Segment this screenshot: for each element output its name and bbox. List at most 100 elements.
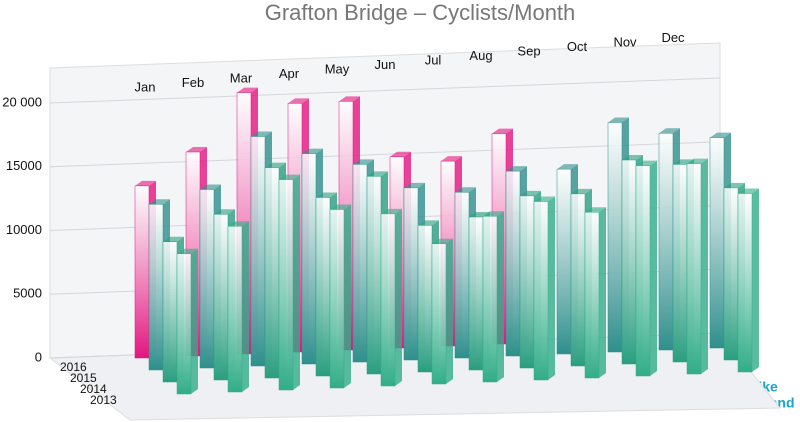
bar bbox=[505, 170, 521, 357]
bar bbox=[148, 204, 164, 371]
bar-top bbox=[200, 184, 221, 190]
bar bbox=[366, 176, 382, 375]
bar-top bbox=[520, 190, 541, 196]
bar bbox=[584, 212, 600, 379]
bar-top bbox=[353, 159, 374, 165]
x-tick-label: Oct bbox=[567, 39, 588, 54]
bar-top bbox=[237, 87, 258, 93]
legend-label: 2014 bbox=[80, 382, 107, 396]
bar bbox=[607, 122, 623, 353]
bar bbox=[199, 189, 215, 369]
bar-side bbox=[293, 174, 300, 390]
y-tick-label: 0 bbox=[35, 349, 42, 364]
legend-label: 2013 bbox=[90, 393, 117, 407]
bar-top bbox=[302, 148, 323, 154]
bar-top bbox=[149, 199, 170, 205]
bar-top bbox=[492, 128, 513, 134]
bar-top bbox=[265, 162, 286, 168]
x-tick-label: Jun bbox=[375, 57, 396, 72]
x-tick-label: Jan bbox=[135, 79, 156, 94]
bar-side bbox=[650, 160, 657, 376]
bar-top bbox=[557, 164, 578, 170]
x-tick-label: Apr bbox=[279, 66, 300, 81]
bar bbox=[264, 167, 280, 379]
bar bbox=[227, 226, 243, 393]
bar-side bbox=[344, 204, 351, 388]
bar bbox=[533, 201, 549, 381]
bar-top bbox=[135, 180, 156, 186]
bar-top bbox=[279, 174, 300, 180]
bar bbox=[213, 214, 229, 381]
bar bbox=[635, 165, 651, 377]
x-tick-label: Nov bbox=[613, 34, 637, 49]
bar-top bbox=[622, 155, 643, 160]
bar bbox=[403, 187, 419, 361]
bar-top bbox=[177, 248, 198, 254]
bar-top bbox=[441, 156, 462, 162]
bar bbox=[482, 216, 498, 383]
chart-title: Grafton Bridge – Cyclists/Month bbox=[265, 0, 576, 25]
x-tick-label: Jul bbox=[425, 52, 442, 67]
bar-top bbox=[608, 117, 629, 123]
bar-top bbox=[418, 220, 439, 226]
bar-top bbox=[214, 209, 235, 215]
bar-side bbox=[191, 248, 198, 394]
bar bbox=[468, 216, 484, 371]
bar-top bbox=[163, 236, 184, 242]
bar bbox=[454, 192, 470, 359]
bar-top bbox=[390, 151, 411, 157]
bar bbox=[329, 209, 345, 389]
bar-top bbox=[316, 192, 337, 198]
bar-side bbox=[548, 196, 555, 380]
bar bbox=[176, 253, 192, 395]
bar-side bbox=[599, 207, 606, 378]
bar-top bbox=[330, 204, 351, 210]
y-tick-label: 15000 bbox=[6, 158, 42, 173]
bar-top bbox=[585, 207, 606, 213]
bar bbox=[519, 195, 535, 369]
bar-top bbox=[710, 132, 731, 138]
y-tick-label: 5000 bbox=[13, 286, 42, 301]
x-tick-label: Sep bbox=[517, 43, 540, 58]
bar bbox=[737, 193, 753, 373]
bar-top bbox=[738, 188, 759, 194]
bar-side bbox=[497, 211, 504, 382]
legend-label: 2016 bbox=[60, 360, 87, 374]
bar bbox=[658, 133, 674, 351]
bar bbox=[162, 241, 178, 383]
bar-top bbox=[186, 147, 207, 152]
bar bbox=[556, 168, 572, 355]
bar-top bbox=[659, 128, 680, 134]
bar bbox=[380, 213, 396, 387]
bar-side bbox=[395, 208, 402, 386]
y-tick-label: 10000 bbox=[6, 222, 42, 237]
bar-top bbox=[506, 166, 527, 172]
bar-top bbox=[228, 221, 249, 227]
bar-top bbox=[288, 98, 309, 104]
bar bbox=[250, 136, 266, 367]
bar bbox=[570, 193, 586, 367]
x-tick-label: Feb bbox=[182, 75, 204, 90]
bar-side bbox=[752, 188, 759, 372]
bar bbox=[431, 243, 447, 385]
grid-line bbox=[49, 77, 721, 104]
bar-top bbox=[381, 208, 402, 214]
bar bbox=[278, 179, 294, 391]
bar bbox=[352, 164, 368, 363]
bar bbox=[686, 163, 702, 375]
bar-side bbox=[242, 221, 249, 392]
bar-top bbox=[724, 182, 745, 188]
x-tick-label: May bbox=[325, 61, 350, 76]
bar-top bbox=[367, 171, 388, 177]
x-tick-label: Dec bbox=[661, 30, 685, 45]
bar-side bbox=[701, 158, 708, 374]
bar-top bbox=[534, 196, 555, 202]
bar-top bbox=[432, 238, 453, 244]
bar bbox=[315, 197, 331, 377]
bar-top bbox=[571, 188, 592, 194]
y-tick-label: 20 000 bbox=[2, 94, 42, 109]
bar-top bbox=[251, 131, 272, 137]
bar-top bbox=[483, 211, 504, 217]
bar bbox=[301, 153, 317, 365]
